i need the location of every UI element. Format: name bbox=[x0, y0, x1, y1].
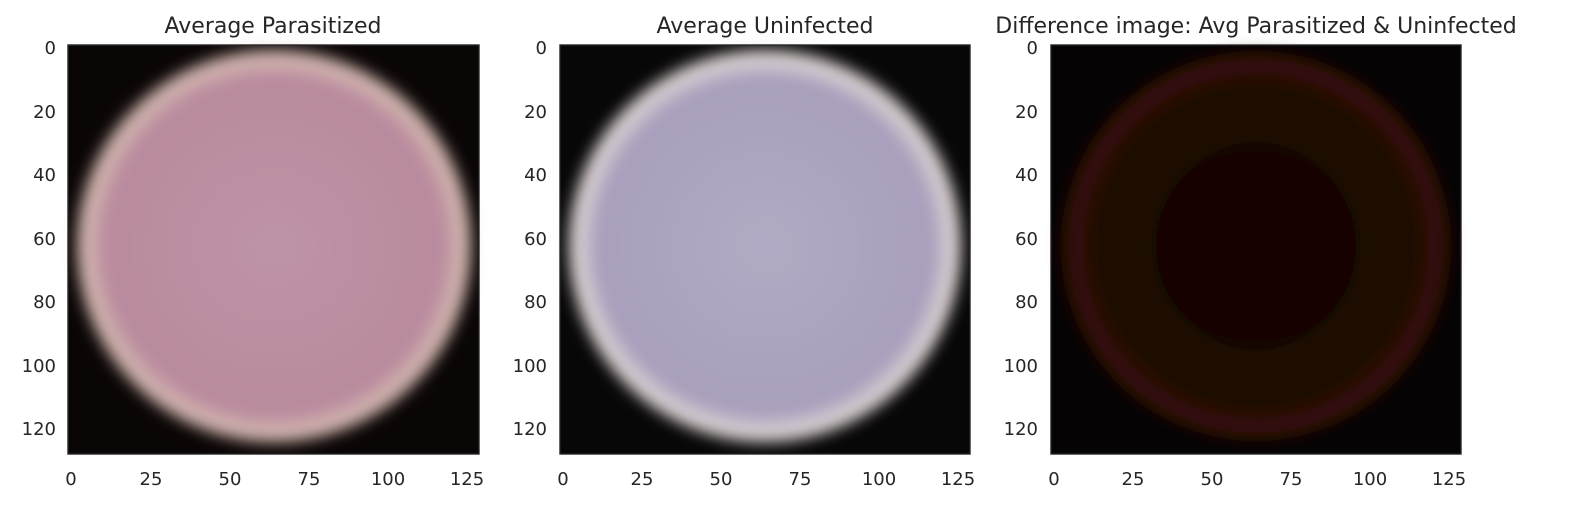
y-tick-labels: 0 20 40 60 80 100 120 bbox=[513, 38, 547, 440]
x-tick-label: 0 bbox=[557, 469, 568, 490]
x-tick-label: 100 bbox=[862, 469, 896, 490]
y-tick-label: 120 bbox=[1004, 419, 1038, 440]
y-tick-label: 40 bbox=[33, 165, 56, 186]
y-tick-label: 80 bbox=[33, 292, 56, 313]
panel-title: Average Uninfected bbox=[657, 14, 874, 39]
panel-title: Average Parasitized bbox=[165, 14, 382, 39]
x-tick-label: 75 bbox=[789, 469, 812, 490]
difference-cell-image bbox=[1056, 46, 1456, 446]
x-tick-label: 75 bbox=[1280, 469, 1303, 490]
x-tick-labels: 0 25 50 75 100 125 bbox=[557, 469, 975, 490]
x-tick-labels: 0 25 50 75 100 125 bbox=[1048, 469, 1466, 490]
panel-average-parasitized: Average Parasitized 0 25 50 75 100 125 0… bbox=[22, 14, 485, 490]
y-tick-label: 0 bbox=[1027, 38, 1038, 59]
y-tick-label: 60 bbox=[1015, 229, 1038, 250]
y-tick-label: 20 bbox=[33, 102, 56, 123]
y-tick-label: 60 bbox=[33, 229, 56, 250]
x-tick-label: 125 bbox=[941, 469, 975, 490]
x-tick-label: 75 bbox=[298, 469, 321, 490]
y-tick-label: 20 bbox=[1015, 102, 1038, 123]
panel-average-uninfected: Average Uninfected 0 25 50 75 100 125 0 … bbox=[513, 14, 976, 490]
y-tick-label: 100 bbox=[1004, 356, 1038, 377]
y-tick-label: 100 bbox=[513, 356, 547, 377]
axes-frame bbox=[1050, 44, 1462, 455]
y-tick-label: 0 bbox=[536, 38, 547, 59]
y-tick-label: 40 bbox=[1015, 165, 1038, 186]
y-tick-label: 120 bbox=[513, 419, 547, 440]
y-tick-label: 120 bbox=[22, 419, 56, 440]
x-tick-label: 50 bbox=[710, 469, 733, 490]
y-tick-label: 80 bbox=[524, 292, 547, 313]
x-tick-label: 25 bbox=[140, 469, 163, 490]
x-tick-label: 25 bbox=[1122, 469, 1145, 490]
x-tick-label: 125 bbox=[1432, 469, 1466, 490]
y-tick-label: 40 bbox=[524, 165, 547, 186]
x-tick-label: 100 bbox=[371, 469, 405, 490]
x-tick-label: 0 bbox=[1048, 469, 1059, 490]
x-tick-label: 100 bbox=[1353, 469, 1387, 490]
panel-difference-image: Difference image: Avg Parasitized & Unin… bbox=[995, 14, 1516, 490]
axes-frame bbox=[559, 44, 971, 455]
axes-frame bbox=[67, 44, 480, 455]
x-tick-label: 0 bbox=[65, 469, 76, 490]
y-tick-labels: 0 20 40 60 80 100 120 bbox=[22, 38, 56, 440]
y-tick-labels: 0 20 40 60 80 100 120 bbox=[1004, 38, 1038, 440]
x-tick-label: 50 bbox=[1201, 469, 1224, 490]
y-tick-label: 80 bbox=[1015, 292, 1038, 313]
y-tick-label: 0 bbox=[45, 38, 56, 59]
x-tick-label: 25 bbox=[631, 469, 654, 490]
y-tick-label: 20 bbox=[524, 102, 547, 123]
y-tick-label: 60 bbox=[524, 229, 547, 250]
x-tick-label: 125 bbox=[450, 469, 484, 490]
y-tick-label: 100 bbox=[22, 356, 56, 377]
average-cell-image bbox=[70, 43, 478, 449]
panel-title: Difference image: Avg Parasitized & Unin… bbox=[995, 14, 1516, 39]
x-tick-label: 50 bbox=[219, 469, 242, 490]
x-tick-labels: 0 25 50 75 100 125 bbox=[65, 469, 484, 490]
average-cell-image bbox=[562, 43, 968, 449]
